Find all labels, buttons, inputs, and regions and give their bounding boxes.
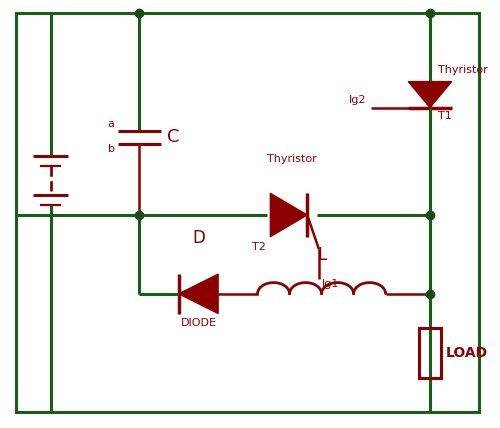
Text: LOAD: LOAD [446,346,488,360]
Text: T1: T1 [438,110,452,121]
Text: b: b [108,144,114,154]
Text: a: a [108,119,114,129]
Text: L: L [317,246,326,264]
Text: Ig1: Ig1 [322,279,340,289]
Text: C: C [167,128,179,146]
Polygon shape [178,274,218,313]
Polygon shape [270,193,307,237]
Text: Thyristor: Thyristor [267,154,317,164]
Text: Ig2: Ig2 [348,95,366,104]
Text: DIODE: DIODE [180,318,216,328]
Text: T2: T2 [252,241,266,252]
Bar [419,328,441,377]
Text: Thyristor: Thyristor [438,65,488,75]
Text: D: D [192,229,205,247]
Polygon shape [408,82,452,107]
